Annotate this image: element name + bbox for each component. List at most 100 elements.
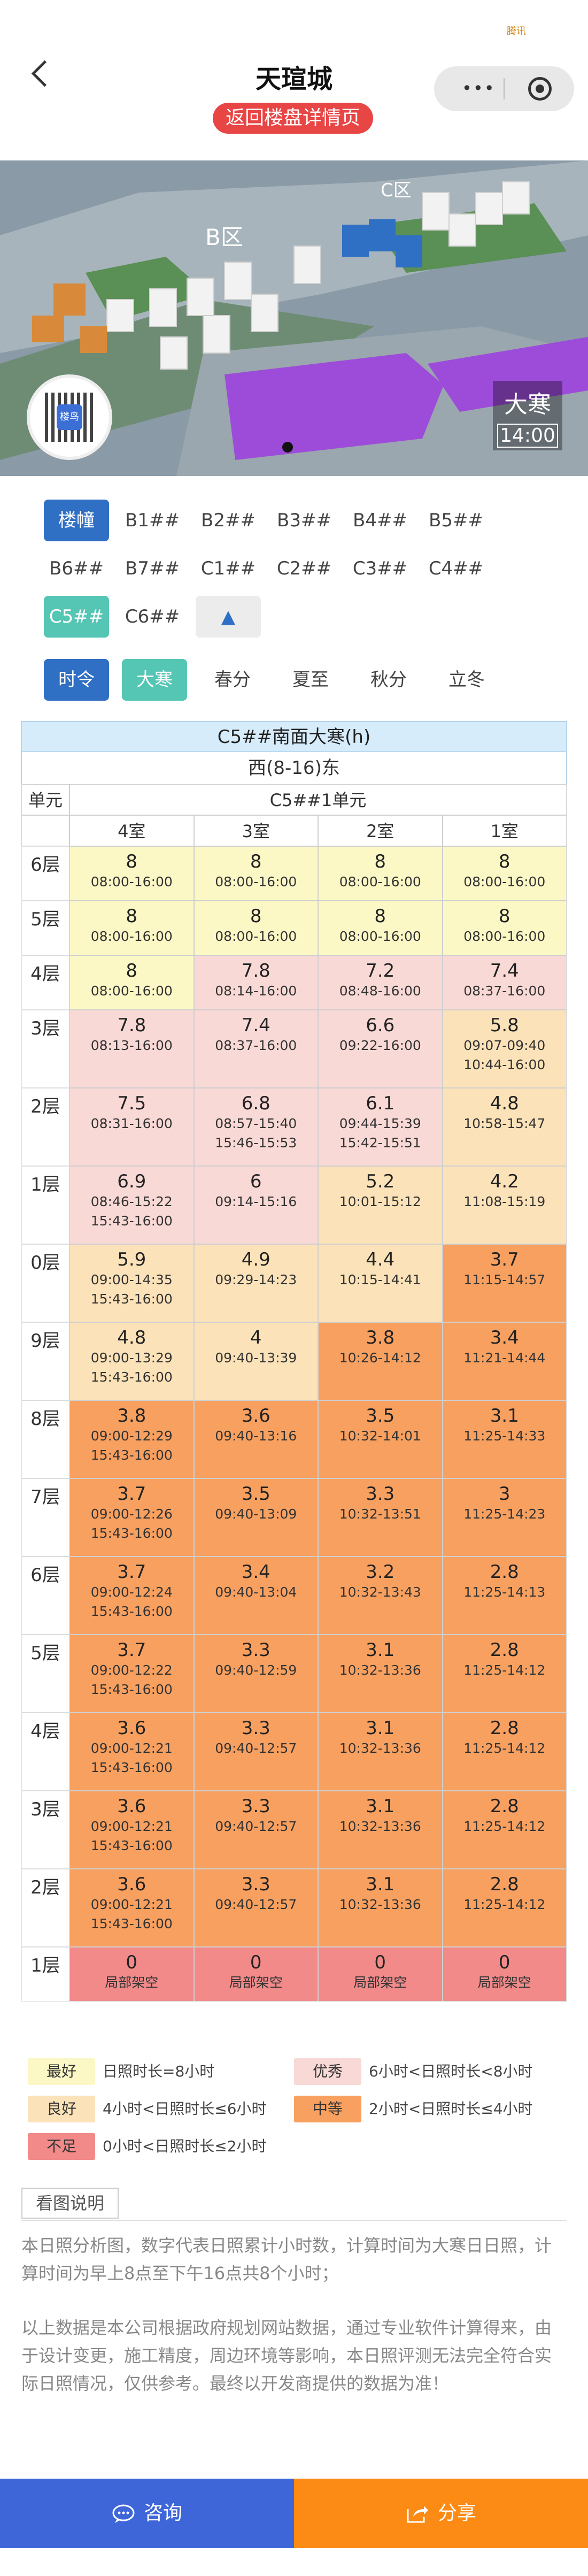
- sunlight-cell[interactable]: 3.6 09:00-12:21 15:43-16:00: [69, 1869, 194, 1947]
- sunlight-cell[interactable]: 3.4 11:21-14:44: [442, 1322, 567, 1400]
- building-chip[interactable]: B3##: [277, 510, 331, 531]
- sunlight-cell[interactable]: 3.1 11:25-14:33: [442, 1400, 567, 1478]
- sunlight-cell[interactable]: 5.2 10:01-15:12: [318, 1166, 443, 1244]
- sunlight-cell[interactable]: 3.8 10:26-14:12: [318, 1322, 443, 1400]
- building-chip[interactable]: C4##: [428, 558, 484, 579]
- consult-button[interactable]: 咨询: [0, 2479, 294, 2548]
- sunlight-cell[interactable]: 5.9 09:00-14:35 15:43-16:00: [69, 1244, 194, 1322]
- sunlight-period: 11:25-14:23: [463, 1506, 546, 1522]
- sunlight-cell[interactable]: 6.1 09:44-15:39 15:42-15:51: [318, 1088, 443, 1166]
- sunlight-cell[interactable]: 3.7 09:00-12:26 15:43-16:00: [69, 1478, 194, 1557]
- sunlight-cell[interactable]: 8 08:00-16:00: [442, 901, 567, 955]
- site-map[interactable]: B区 C区 楼鸟 大寒 14:00: [0, 160, 588, 476]
- sunlight-cell[interactable]: 3.2 10:32-13:43: [318, 1557, 443, 1635]
- sunlight-cell[interactable]: 3.3 10:32-13:51: [318, 1478, 443, 1557]
- back-to-detail-button[interactable]: 返回楼盘详情页: [213, 103, 373, 134]
- sunlight-cell[interactable]: 3.3 09:40-12:57: [194, 1791, 318, 1869]
- sunlight-cell[interactable]: 3.6 09:00-12:21 15:43-16:00: [69, 1713, 194, 1791]
- sunlight-hours: 3: [498, 1483, 510, 1505]
- sunlight-cell[interactable]: 7.4 08:37-16:00: [442, 955, 567, 1010]
- sunlight-cell[interactable]: 3.7 09:00-12:24 15:43-16:00: [69, 1557, 194, 1635]
- sunlight-cell[interactable]: 7.2 08:48-16:00: [318, 955, 443, 1010]
- building-chip[interactable]: B5##: [429, 510, 483, 531]
- sunlight-cell[interactable]: 6.8 08:57-15:40 15:46-15:53: [194, 1088, 318, 1166]
- sunlight-cell[interactable]: 8 08:00-16:00: [318, 901, 443, 955]
- sunlight-cell[interactable]: 3.3 09:40-12:57: [194, 1713, 318, 1791]
- sunlight-cell[interactable]: 8 08:00-16:00: [194, 901, 318, 955]
- sunlight-cell[interactable]: 6.6 09:22-16:00: [318, 1010, 443, 1088]
- sunlight-cell[interactable]: 4.4 10:15-14:41: [318, 1244, 443, 1322]
- legend-swatch: 良好: [28, 2096, 95, 2122]
- chat-icon: [112, 2504, 135, 2523]
- sunlight-cell[interactable]: 4.2 11:08-15:19: [442, 1166, 567, 1244]
- sunlight-cell[interactable]: 8 08:00-16:00: [442, 846, 567, 901]
- sunlight-cell[interactable]: 8 08:00-16:00: [69, 955, 194, 1010]
- sunlight-cell[interactable]: 3.6 09:00-12:21 15:43-16:00: [69, 1791, 194, 1869]
- building-chip[interactable]: C3##: [352, 558, 408, 579]
- building-chip[interactable]: B2##: [201, 510, 256, 531]
- sunlight-cell[interactable]: 3.5 09:40-13:09: [194, 1478, 318, 1557]
- sunlight-cell[interactable]: 8 08:00-16:00: [194, 846, 318, 901]
- season-tab[interactable]: 秋分: [370, 669, 407, 691]
- sunlight-cell[interactable]: 3.5 10:32-14:01: [318, 1400, 443, 1478]
- sunlight-cell[interactable]: 7.8 08:13-16:00: [69, 1010, 194, 1088]
- sunlight-cell[interactable]: 4.8 10:58-15:47: [442, 1088, 567, 1166]
- sunlight-hours: 3.7: [117, 1483, 146, 1505]
- season-tab[interactable]: 立冬: [448, 669, 485, 691]
- season-tab[interactable]: 春分: [214, 669, 251, 691]
- building-chip[interactable]: B4##: [353, 510, 407, 531]
- season-tab[interactable]: 夏至: [292, 669, 329, 691]
- sunlight-cell[interactable]: 4.9 09:29-14:23: [194, 1244, 318, 1322]
- sunlight-cell[interactable]: 2.8 11:25-14:12: [442, 1791, 567, 1869]
- sunlight-cell[interactable]: 8 08:00-16:00: [318, 846, 443, 901]
- qr-code[interactable]: 楼鸟: [27, 374, 112, 460]
- sunlight-cell[interactable]: 3.4 09:40-13:04: [194, 1557, 318, 1635]
- building-chip[interactable]: B7##: [125, 558, 180, 579]
- sunlight-cell[interactable]: 3.1 10:32-13:36: [318, 1869, 443, 1947]
- building-chip[interactable]: C2##: [276, 558, 332, 579]
- more-dots-icon[interactable]: •••: [462, 78, 496, 98]
- building-chip[interactable]: C1##: [200, 558, 256, 579]
- sunlight-cell[interactable]: 3.7 11:15-14:57: [442, 1244, 567, 1322]
- sunlight-cell[interactable]: 7.4 08:37-16:00: [194, 1010, 318, 1088]
- sunlight-cell[interactable]: 8 08:00-16:00: [69, 901, 194, 955]
- sunlight-cell[interactable]: 3.3 09:40-12:59: [194, 1635, 318, 1713]
- sunlight-cell[interactable]: 0 局部架空: [69, 1947, 194, 2002]
- sunlight-hours: 3.1: [366, 1718, 395, 1739]
- sunlight-cell[interactable]: 4.8 09:00-13:29 15:43-16:00: [69, 1322, 194, 1400]
- building-chip[interactable]: C5##: [44, 596, 109, 638]
- sunlight-cell[interactable]: 2.8 11:25-14:12: [442, 1713, 567, 1791]
- building-chip[interactable]: 楼幢: [44, 500, 109, 541]
- sunlight-cell[interactable]: 6 09:14-15:16: [194, 1166, 318, 1244]
- sunlight-cell[interactable]: 3.1 10:32-13:36: [318, 1635, 443, 1713]
- sunlight-cell[interactable]: 2.8 11:25-14:12: [442, 1635, 567, 1713]
- season-tab[interactable]: 大寒: [122, 659, 187, 701]
- sunlight-cell[interactable]: 0 局部架空: [318, 1947, 443, 2002]
- sunlight-cell[interactable]: 8 08:00-16:00: [69, 846, 194, 901]
- sunlight-cell[interactable]: 0 局部架空: [194, 1947, 318, 2002]
- sunlight-cell[interactable]: 3.8 09:00-12:29 15:43-16:00: [69, 1400, 194, 1478]
- sunlight-cell[interactable]: 3.1 10:32-13:36: [318, 1713, 443, 1791]
- sunlight-cell[interactable]: 3.7 09:00-12:22 15:43-16:00: [69, 1635, 194, 1713]
- share-button[interactable]: 分享: [294, 2479, 588, 2548]
- sunlight-cell[interactable]: 3.3 09:40-12:57: [194, 1869, 318, 1947]
- building-chip[interactable]: B1##: [125, 510, 180, 531]
- sunlight-cell[interactable]: 3 11:25-14:23: [442, 1478, 567, 1557]
- sunlight-cell[interactable]: 0 局部架空: [442, 1947, 567, 2002]
- close-ring-icon[interactable]: [528, 77, 552, 101]
- floor-label: 3层: [21, 1010, 69, 1088]
- sunlight-cell[interactable]: 3.1 10:32-13:36: [318, 1791, 443, 1869]
- sunlight-cell[interactable]: 3.6 09:40-13:16: [194, 1400, 318, 1478]
- sunlight-cell[interactable]: 7.5 08:31-16:00: [69, 1088, 194, 1166]
- sunlight-period: 09:00-12:21 15:43-16:00: [90, 1897, 173, 1931]
- collapse-toggle-button[interactable]: ▲: [196, 596, 261, 638]
- sunlight-cell[interactable]: 6.9 08:46-15:22 15:43-16:00: [69, 1166, 194, 1244]
- building-chip[interactable]: B6##: [49, 558, 104, 579]
- building-chip[interactable]: C6##: [125, 606, 180, 627]
- sunlight-cell[interactable]: 4 09:40-13:39: [194, 1322, 318, 1400]
- sunlight-cell[interactable]: 5.8 09:07-09:40 10:44-16:00: [442, 1010, 567, 1088]
- site-map-render: [0, 160, 588, 476]
- sunlight-cell[interactable]: 7.8 08:14-16:00: [194, 955, 318, 1010]
- sunlight-cell[interactable]: 2.8 11:25-14:12: [442, 1869, 567, 1947]
- sunlight-cell[interactable]: 2.8 11:25-14:13: [442, 1557, 567, 1635]
